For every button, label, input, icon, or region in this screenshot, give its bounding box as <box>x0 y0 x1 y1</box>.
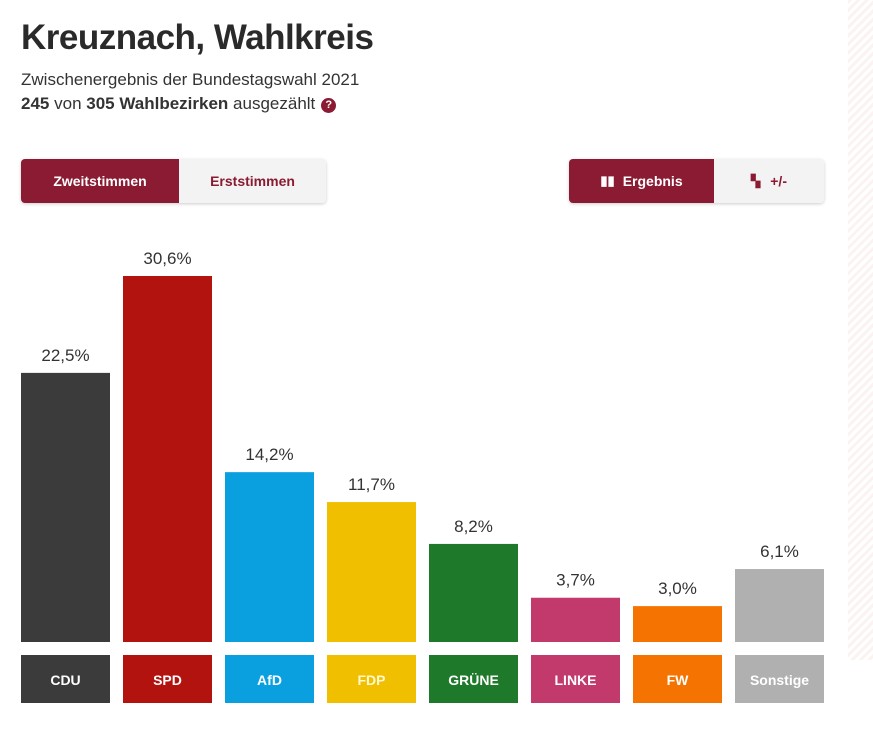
category-label: GRÜNE <box>448 672 499 688</box>
category-box <box>429 655 518 703</box>
tab-erststimmen[interactable]: Erststimmen <box>179 159 326 203</box>
tab-ergebnis-label: Ergebnis <box>622 173 683 189</box>
category-box <box>633 655 722 703</box>
tab-zweitstimmen[interactable]: Zweitstimmen <box>21 159 179 203</box>
bar-cdu <box>21 372 110 642</box>
diff-chart-icon: ▚ <box>751 174 761 188</box>
counted-value: 245 <box>21 94 50 113</box>
data-label: 8,2% <box>454 517 493 536</box>
bar-sonstige <box>735 569 824 642</box>
category-box <box>225 655 314 703</box>
category-box <box>735 655 824 703</box>
data-label: 30,6% <box>143 249 191 268</box>
page-title: Kreuznach, Wahlkreis <box>21 18 374 57</box>
category-box <box>21 655 110 703</box>
count-status: 245 von 305 Wahlbezirken ausgezählt? <box>21 94 337 114</box>
data-label: 3,0% <box>658 579 697 598</box>
category-label: FDP <box>358 672 386 688</box>
bar-spd <box>123 276 212 642</box>
category-label: SPD <box>153 672 182 688</box>
tab-ergebnis[interactable]: ▮▮ Ergebnis <box>569 159 714 203</box>
bar-afd <box>225 472 314 642</box>
data-label: 22,5% <box>41 346 89 365</box>
category-box <box>327 655 416 703</box>
category-label: AfD <box>257 672 282 688</box>
bar-fdp <box>327 502 416 642</box>
total-value: 305 Wahlbezirken <box>86 94 229 113</box>
category-box <box>123 655 212 703</box>
bar-linke <box>531 597 620 642</box>
bar-grüne <box>429 543 518 642</box>
category-box <box>531 655 620 703</box>
view-toggle: ▮▮ Ergebnis ▚ +/- <box>569 159 824 203</box>
decorative-stripe <box>848 0 873 660</box>
subtitle: Zwischenergebnis der Bundestagswahl 2021 <box>21 70 360 89</box>
bar-chart-icon: ▮▮ <box>600 173 615 188</box>
counted-suffix: ausgezählt <box>233 94 316 113</box>
category-label: FW <box>667 672 690 688</box>
category-label: LINKE <box>555 672 597 688</box>
category-label: CDU <box>50 672 80 688</box>
tab-diff[interactable]: ▚ +/- <box>714 159 824 203</box>
vote-type-toggle: Zweitstimmen Erststimmen <box>21 159 326 203</box>
data-label: 3,7% <box>556 571 595 590</box>
data-label: 14,2% <box>245 445 293 464</box>
bar-fw <box>633 606 722 642</box>
data-label: 6,1% <box>760 542 799 561</box>
tab-diff-label: +/- <box>770 173 787 189</box>
category-label: Sonstige <box>750 672 809 688</box>
question-circle-icon[interactable]: ? <box>321 98 337 113</box>
counted-mid: von <box>54 94 82 113</box>
data-label: 11,7% <box>348 475 395 494</box>
